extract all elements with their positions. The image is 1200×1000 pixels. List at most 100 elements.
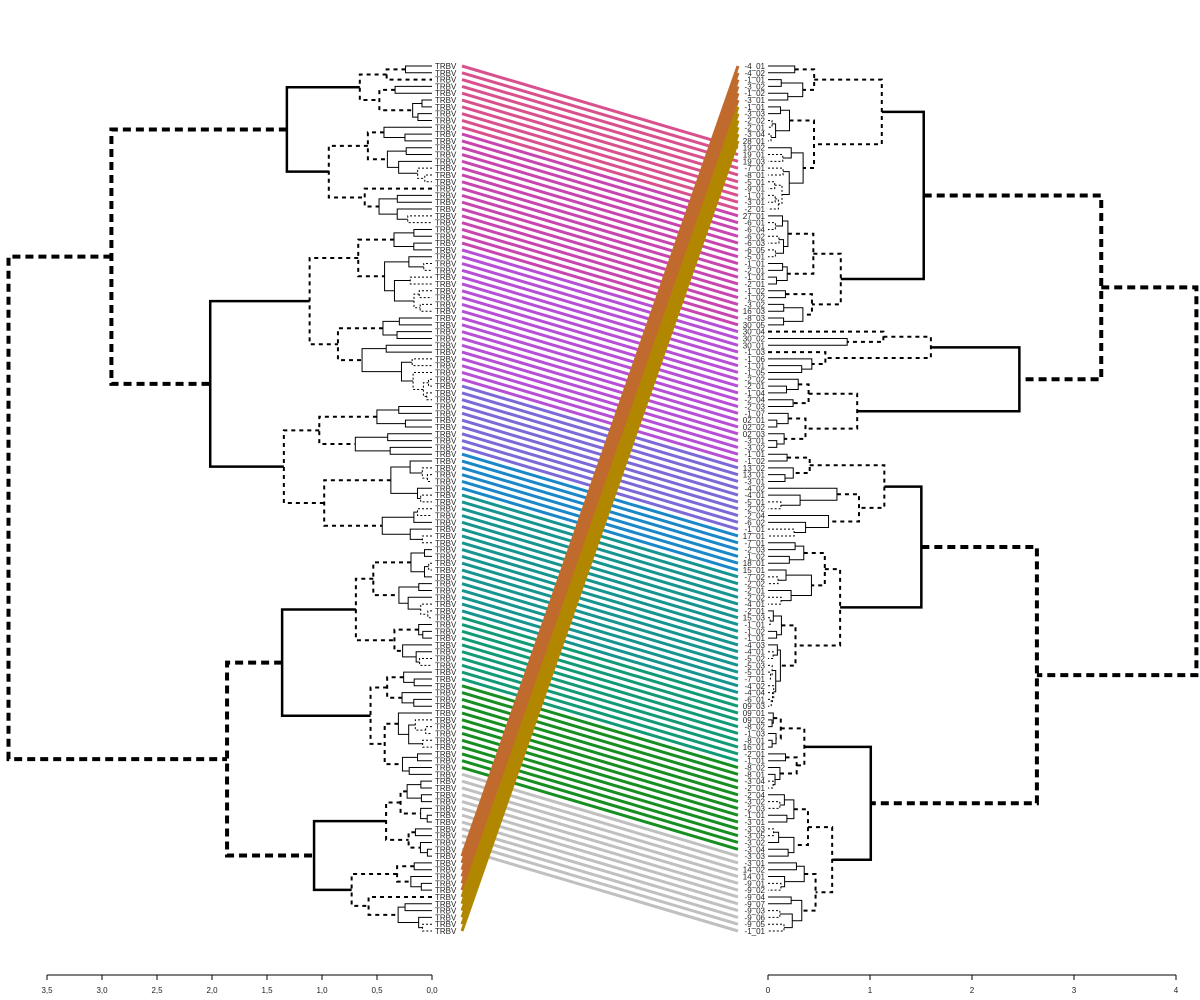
- left-leaf-label: TRBV: [435, 729, 457, 738]
- right-tree-branch: [768, 831, 780, 843]
- right-tree-branch: [804, 745, 873, 861]
- right-tree-branch: [768, 739, 773, 748]
- left-leaf-label: TRBV: [435, 416, 457, 425]
- left-leaf-label: TRBV: [435, 389, 457, 398]
- right-leaf-label: -1_05: [745, 368, 766, 377]
- connector-line: [461, 650, 739, 735]
- right-tree-branch: [787, 456, 811, 474]
- connector-line: [461, 221, 739, 306]
- left-leaf-label: TRBV: [435, 457, 457, 466]
- left-tree-branch: [426, 848, 432, 857]
- right-tree-branch: [814, 78, 883, 146]
- right-leaf-label: -6_01: [745, 219, 766, 228]
- left-tree-branch: [396, 208, 432, 220]
- connector-line: [461, 343, 739, 429]
- connector-line: [461, 677, 739, 763]
- left-tree-branch: [383, 126, 432, 139]
- right-tree-branch: [768, 181, 776, 190]
- right-leaf-label: 30_02: [743, 334, 766, 343]
- connector-line: [460, 79, 740, 871]
- right-axis-tick-label: 1: [868, 986, 873, 995]
- left-tree-branch: [426, 814, 432, 823]
- connector-line: [461, 64, 739, 150]
- right-leaf-label: -1_04: [745, 389, 766, 398]
- left-leaf-label: TRBV: [435, 437, 457, 446]
- left-leaf-label: TRBV: [435, 69, 457, 78]
- right-tree-branch: [768, 923, 785, 932]
- right-leaf-label: -2_01: [745, 266, 766, 275]
- left-tree-branch: [398, 586, 419, 604]
- right-leaf-label: -1_02: [745, 457, 766, 466]
- left-leaf-label: TRBV: [435, 484, 457, 493]
- right-leaf-label: -4_02: [745, 682, 766, 691]
- left-tree-branch: [372, 561, 411, 597]
- left-leaf-label: TRBV: [435, 539, 457, 548]
- connector-line: [461, 793, 739, 878]
- right-leaf-label: -2_04: [745, 512, 766, 521]
- left-tree-branch: [420, 807, 432, 820]
- left-leaf-label: TRBV: [435, 552, 457, 561]
- right-leaf-label: -4_01: [745, 600, 766, 609]
- right-tree-branch: [786, 574, 812, 597]
- right-leaf-label: -9_01: [745, 185, 766, 194]
- right-leaf-label: -4_02: [745, 69, 766, 78]
- left-tree-branch: [396, 865, 415, 883]
- right-tree-branch: [768, 685, 775, 699]
- right-tree-branch: [779, 756, 798, 775]
- left-leaf-label: TRBV: [435, 723, 457, 732]
- connector-line: [460, 92, 740, 884]
- left-leaf-label: TRBV: [435, 641, 457, 650]
- left-tree-branch: [389, 446, 432, 455]
- right-leaf-label: 02_03: [743, 430, 766, 439]
- left-tree-branch: [406, 784, 422, 799]
- right-tree-branch: [768, 555, 790, 564]
- left-leaf-label: TRBV: [435, 491, 457, 500]
- right-leaf-label: 27_01: [743, 212, 766, 221]
- connector-line: [461, 589, 739, 674]
- left-leaf-label: TRBV: [435, 225, 457, 234]
- right-tree-branch: [768, 569, 787, 581]
- right-tree-branch: [768, 147, 792, 159]
- right-leaf-label: -6_04: [745, 225, 766, 234]
- left-leaf-label: TRBV: [435, 314, 457, 323]
- right-tree-branch: [768, 194, 776, 203]
- connector-line: [460, 113, 740, 905]
- left-leaf-label: TRBV: [435, 300, 457, 309]
- left-leaf-label: TRBV: [435, 648, 457, 657]
- left-leaf-label: TRBV: [435, 355, 457, 364]
- left-leaf-label: TRBV: [435, 675, 457, 684]
- right-tree-branch: [768, 276, 777, 285]
- right-leaf-label: 14_02: [743, 866, 766, 875]
- right-leaf-label: -1_01: [745, 811, 766, 820]
- right-leaf-label: -4_01: [745, 648, 766, 657]
- right-leaf-label: -1_01: [745, 757, 766, 766]
- right-leaf-label: -1_01: [745, 260, 766, 269]
- left-leaf-label: TRBV: [435, 845, 457, 854]
- connector-line: [461, 371, 739, 456]
- left-tree-branch: [418, 290, 432, 299]
- connector-line: [461, 248, 739, 334]
- connector-line: [460, 72, 740, 864]
- left-leaf-label: TRBV: [435, 403, 457, 412]
- connector-line: [461, 241, 739, 327]
- connector-line: [461, 800, 739, 885]
- left-tree-branch: [385, 68, 432, 81]
- left-tree-branch: [366, 131, 388, 161]
- right-tree-branch: [768, 780, 774, 789]
- left-leaf-label: TRBV: [435, 512, 457, 521]
- left-leaf-label: TRBV: [435, 716, 457, 725]
- left-leaf-label: TRBV: [435, 116, 457, 125]
- right-leaf-label: -1_01: [745, 191, 766, 200]
- right-tree-branch: [768, 440, 778, 448]
- connector-line: [461, 568, 739, 654]
- connector-line: [461, 841, 739, 926]
- right-tree-branch: [768, 412, 789, 425]
- right-leaf-label: -8_01: [745, 171, 766, 180]
- left-leaf-label: TRBV: [435, 450, 457, 459]
- left-tree-branch: [318, 415, 377, 446]
- left-leaf-label: TRBV: [435, 443, 457, 452]
- left-tree-branch: [415, 651, 432, 663]
- connector-line: [461, 71, 739, 156]
- right-tree-branch: [785, 293, 813, 316]
- left-leaf-label: TRBV: [435, 668, 457, 677]
